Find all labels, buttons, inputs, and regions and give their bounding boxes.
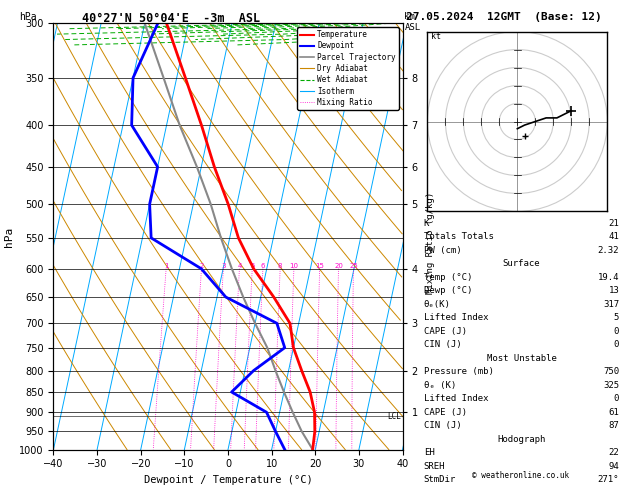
Text: 750: 750: [603, 367, 619, 376]
Text: hPa: hPa: [19, 12, 36, 22]
Text: 13: 13: [608, 286, 619, 295]
Text: Pressure (mb): Pressure (mb): [424, 367, 494, 376]
Text: 40°27'N 50°04'E  -3m  ASL: 40°27'N 50°04'E -3m ASL: [82, 12, 260, 25]
Text: 0: 0: [614, 340, 619, 349]
Text: Temp (°C): Temp (°C): [424, 273, 472, 281]
Text: 87: 87: [608, 421, 619, 430]
Text: Totals Totals: Totals Totals: [424, 232, 494, 241]
Legend: Temperature, Dewpoint, Parcel Trajectory, Dry Adiabat, Wet Adiabat, Isotherm, Mi: Temperature, Dewpoint, Parcel Trajectory…: [297, 27, 399, 110]
Text: θₑ(K): θₑ(K): [424, 299, 450, 309]
Text: 2: 2: [199, 263, 204, 269]
Text: 22: 22: [608, 448, 619, 457]
Text: 271°: 271°: [598, 475, 619, 484]
Text: 19.4: 19.4: [598, 273, 619, 281]
Text: θₑ (K): θₑ (K): [424, 381, 456, 389]
Text: © weatheronline.co.uk: © weatheronline.co.uk: [472, 471, 569, 480]
Text: 1: 1: [164, 263, 169, 269]
Text: 10: 10: [289, 263, 298, 269]
Text: 25: 25: [349, 263, 358, 269]
Text: 0: 0: [614, 327, 619, 335]
Text: 41: 41: [608, 232, 619, 241]
Text: PW (cm): PW (cm): [424, 245, 461, 255]
Text: Surface: Surface: [503, 259, 540, 268]
Text: 5: 5: [614, 313, 619, 322]
X-axis label: Dewpoint / Temperature (°C): Dewpoint / Temperature (°C): [143, 475, 313, 485]
Text: 325: 325: [603, 381, 619, 389]
Text: Dewp (°C): Dewp (°C): [424, 286, 472, 295]
Text: 15: 15: [315, 263, 324, 269]
Text: 2.32: 2.32: [598, 245, 619, 255]
Text: EH: EH: [424, 448, 435, 457]
Text: 61: 61: [608, 408, 619, 417]
Text: K: K: [424, 219, 429, 227]
Text: 8: 8: [278, 263, 282, 269]
Text: 4: 4: [237, 263, 242, 269]
Text: 3: 3: [221, 263, 226, 269]
Text: 20: 20: [334, 263, 343, 269]
Text: SREH: SREH: [424, 462, 445, 470]
Y-axis label: hPa: hPa: [4, 226, 14, 246]
Text: 27.05.2024  12GMT  (Base: 12): 27.05.2024 12GMT (Base: 12): [406, 12, 601, 22]
Text: 6: 6: [260, 263, 265, 269]
Text: Lifted Index: Lifted Index: [424, 313, 488, 322]
Text: Most Unstable: Most Unstable: [486, 353, 557, 363]
Text: 317: 317: [603, 299, 619, 309]
Text: CAPE (J): CAPE (J): [424, 408, 467, 417]
Text: LCL: LCL: [387, 412, 401, 421]
Text: Lifted Index: Lifted Index: [424, 394, 488, 403]
Text: kt: kt: [431, 32, 441, 41]
Text: 21: 21: [608, 219, 619, 227]
Text: 5: 5: [250, 263, 254, 269]
Text: 0: 0: [614, 394, 619, 403]
Text: Mixing Ratio (g/kg): Mixing Ratio (g/kg): [426, 192, 435, 294]
Text: Hodograph: Hodograph: [498, 434, 545, 444]
Text: CIN (J): CIN (J): [424, 340, 461, 349]
Text: 94: 94: [608, 462, 619, 470]
Text: km
ASL: km ASL: [404, 12, 421, 32]
Text: CAPE (J): CAPE (J): [424, 327, 467, 335]
Text: CIN (J): CIN (J): [424, 421, 461, 430]
Text: StmDir: StmDir: [424, 475, 456, 484]
